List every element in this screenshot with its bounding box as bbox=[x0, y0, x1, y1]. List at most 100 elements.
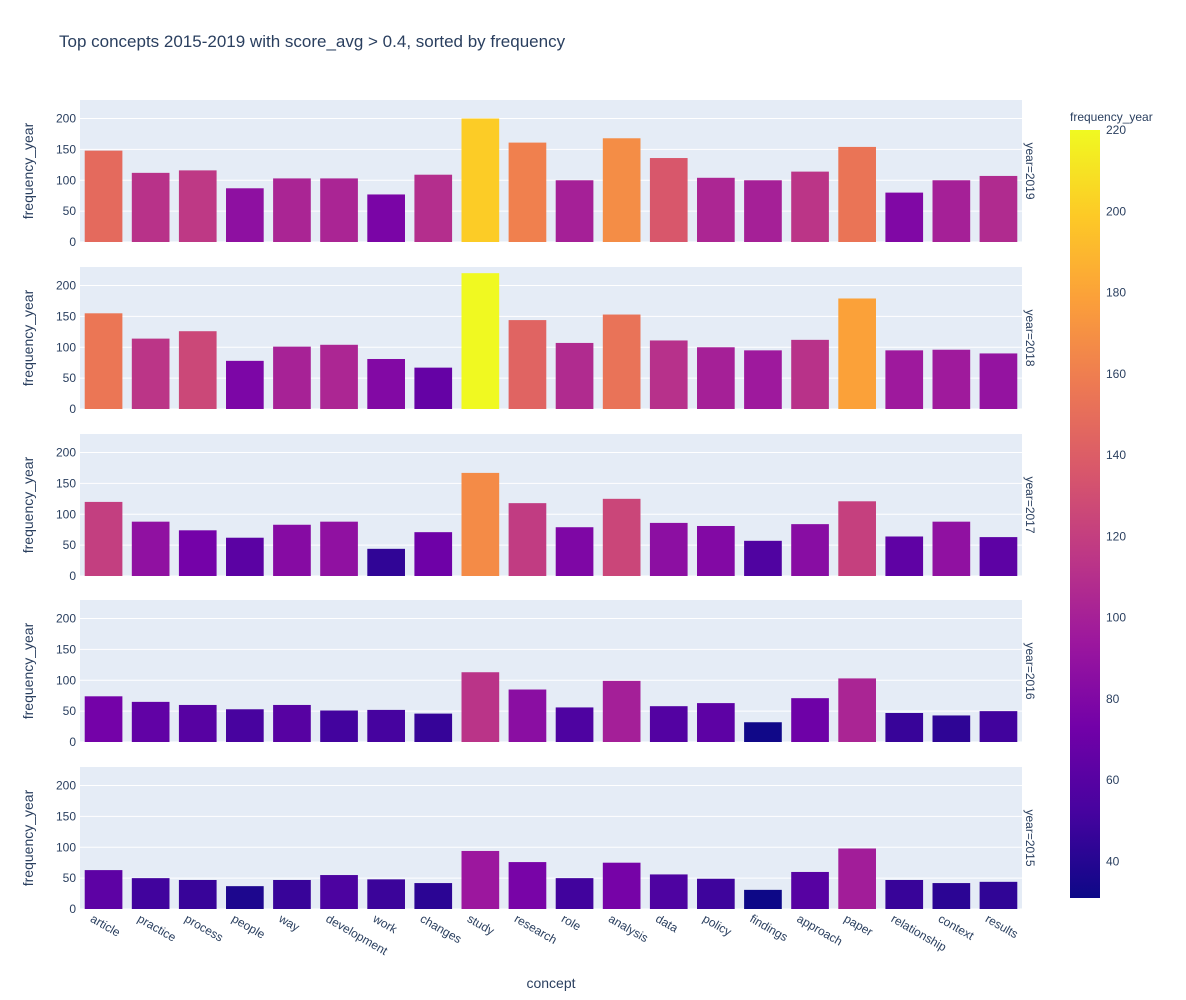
bar[interactable] bbox=[791, 871, 829, 909]
bar[interactable] bbox=[226, 360, 264, 409]
bar[interactable] bbox=[838, 298, 876, 409]
bar[interactable] bbox=[414, 713, 453, 742]
bar[interactable] bbox=[885, 879, 924, 909]
bar[interactable] bbox=[131, 701, 170, 742]
bar[interactable] bbox=[697, 177, 735, 242]
bar[interactable] bbox=[273, 178, 311, 242]
bar[interactable] bbox=[838, 501, 876, 576]
bar[interactable] bbox=[885, 712, 924, 742]
bar[interactable] bbox=[744, 722, 782, 742]
bar[interactable] bbox=[932, 180, 971, 242]
bar[interactable] bbox=[367, 194, 405, 242]
bar[interactable] bbox=[178, 331, 217, 409]
bar[interactable] bbox=[649, 158, 688, 242]
bar[interactable] bbox=[885, 350, 924, 409]
bar[interactable] bbox=[697, 878, 735, 909]
bar[interactable] bbox=[649, 522, 688, 576]
bar[interactable] bbox=[791, 339, 829, 409]
bar[interactable] bbox=[367, 548, 405, 576]
bar[interactable] bbox=[649, 874, 688, 909]
bar[interactable] bbox=[979, 881, 1018, 909]
bar[interactable] bbox=[555, 707, 594, 742]
bar[interactable] bbox=[697, 703, 735, 742]
bar[interactable] bbox=[555, 342, 594, 409]
bar[interactable] bbox=[555, 527, 594, 576]
bar[interactable] bbox=[744, 540, 782, 576]
bar[interactable] bbox=[84, 870, 123, 909]
bar[interactable] bbox=[84, 501, 123, 576]
bar[interactable] bbox=[131, 338, 170, 409]
bar[interactable] bbox=[273, 704, 311, 742]
bar[interactable] bbox=[838, 146, 876, 242]
bar[interactable] bbox=[320, 710, 358, 742]
bar[interactable] bbox=[226, 886, 264, 909]
bar[interactable] bbox=[131, 521, 170, 576]
bar[interactable] bbox=[508, 689, 547, 742]
bar[interactable] bbox=[178, 530, 217, 576]
bar[interactable] bbox=[461, 472, 500, 576]
bar[interactable] bbox=[84, 696, 123, 742]
bar[interactable] bbox=[602, 314, 641, 409]
bar[interactable] bbox=[273, 879, 311, 909]
bar[interactable] bbox=[744, 180, 782, 242]
bar[interactable] bbox=[461, 850, 500, 909]
bar[interactable] bbox=[508, 142, 547, 242]
bar[interactable] bbox=[744, 889, 782, 909]
bar[interactable] bbox=[320, 344, 358, 409]
bar[interactable] bbox=[791, 698, 829, 742]
bar[interactable] bbox=[320, 521, 358, 576]
bar[interactable] bbox=[602, 862, 641, 909]
bar[interactable] bbox=[555, 180, 594, 242]
bar[interactable] bbox=[461, 118, 500, 242]
bar[interactable] bbox=[320, 178, 358, 242]
bar[interactable] bbox=[791, 524, 829, 576]
bar[interactable] bbox=[649, 340, 688, 409]
bar[interactable] bbox=[226, 537, 264, 576]
bar[interactable] bbox=[838, 678, 876, 742]
bar[interactable] bbox=[979, 537, 1018, 576]
bar[interactable] bbox=[414, 532, 453, 576]
bar[interactable] bbox=[602, 498, 641, 576]
bar[interactable] bbox=[131, 878, 170, 909]
bar[interactable] bbox=[178, 170, 217, 242]
bar[interactable] bbox=[273, 524, 311, 576]
bar[interactable] bbox=[414, 367, 453, 409]
bar[interactable] bbox=[979, 711, 1018, 742]
bar[interactable] bbox=[461, 273, 500, 409]
bar[interactable] bbox=[932, 521, 971, 576]
bar[interactable] bbox=[932, 715, 971, 742]
bar[interactable] bbox=[979, 175, 1018, 242]
bar[interactable] bbox=[367, 709, 405, 742]
bar[interactable] bbox=[508, 503, 547, 576]
bar[interactable] bbox=[84, 150, 123, 242]
bar[interactable] bbox=[178, 704, 217, 742]
bar[interactable] bbox=[885, 536, 924, 576]
bar[interactable] bbox=[838, 848, 876, 909]
bar[interactable] bbox=[555, 878, 594, 909]
bar[interactable] bbox=[602, 680, 641, 742]
bar[interactable] bbox=[508, 862, 547, 909]
bar[interactable] bbox=[979, 353, 1018, 409]
bar[interactable] bbox=[273, 346, 311, 409]
bar[interactable] bbox=[791, 171, 829, 242]
bar[interactable] bbox=[744, 350, 782, 409]
bar[interactable] bbox=[226, 188, 264, 242]
bar[interactable] bbox=[414, 883, 453, 909]
bar[interactable] bbox=[461, 672, 500, 742]
bar[interactable] bbox=[84, 313, 123, 409]
bar[interactable] bbox=[885, 192, 924, 242]
bar[interactable] bbox=[131, 172, 170, 242]
bar[interactable] bbox=[508, 320, 547, 409]
bar[interactable] bbox=[697, 347, 735, 409]
bar[interactable] bbox=[649, 706, 688, 742]
bar[interactable] bbox=[367, 879, 405, 909]
bar[interactable] bbox=[932, 349, 971, 409]
bar[interactable] bbox=[320, 875, 358, 909]
bar[interactable] bbox=[932, 883, 971, 909]
bar[interactable] bbox=[414, 174, 453, 242]
bar[interactable] bbox=[367, 358, 405, 409]
bar[interactable] bbox=[697, 525, 735, 576]
bar[interactable] bbox=[178, 879, 217, 909]
bar[interactable] bbox=[226, 709, 264, 742]
bar[interactable] bbox=[602, 138, 641, 242]
